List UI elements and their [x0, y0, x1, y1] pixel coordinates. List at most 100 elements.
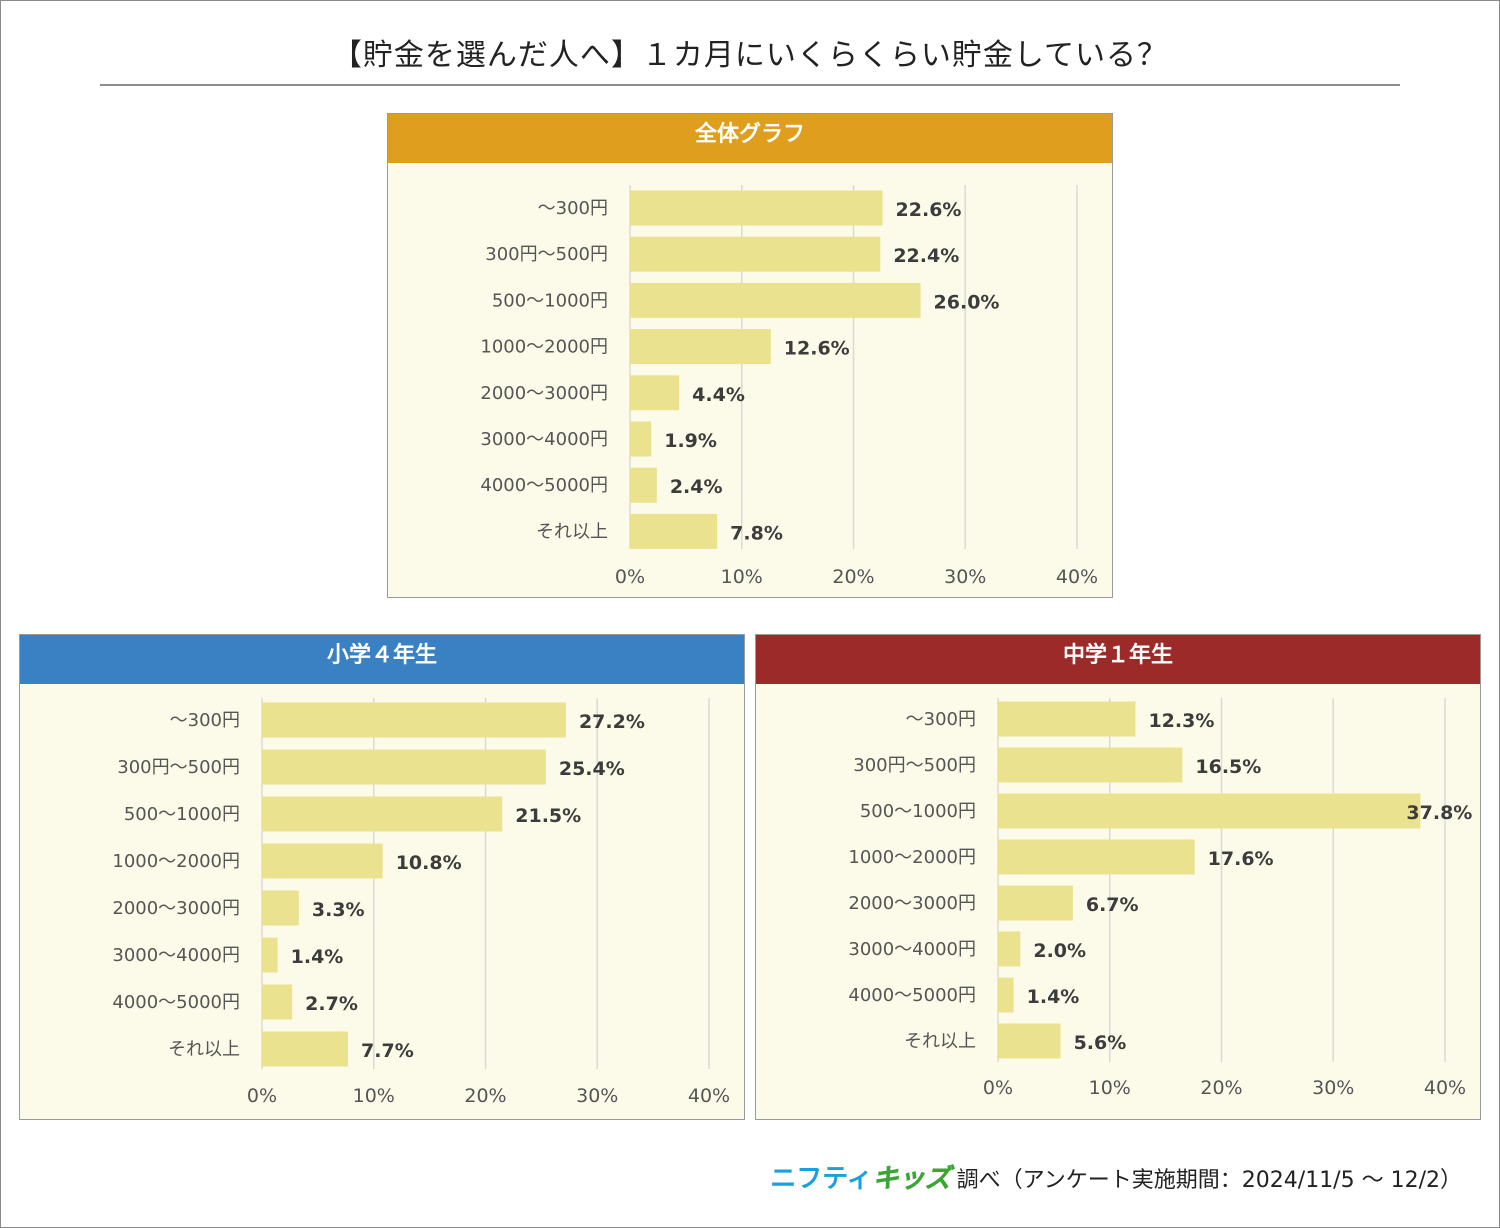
x-tick-label: 40% [1424, 1077, 1466, 1099]
data-label: 21.5% [515, 805, 581, 827]
data-label: 22.4% [893, 245, 959, 267]
chart-panel-grade4: 小学４年生 0% 10% 20% 30% 40% ～300円 27.2% 300円～500円 2… [19, 634, 745, 1120]
title-divider [100, 84, 1400, 86]
category-label: ～300円 [170, 710, 240, 731]
data-label: 12.6% [784, 338, 850, 360]
data-label: 2.4% [670, 476, 723, 498]
x-tick-label: 30% [1312, 1077, 1354, 1099]
panel-header-grade4: 小学４年生 [20, 635, 744, 684]
category-label: 2000～3000円 [848, 893, 976, 914]
data-label: 1.4% [291, 946, 344, 968]
bar [262, 843, 383, 879]
bar [998, 1023, 1061, 1059]
x-tick-label: 20% [464, 1085, 506, 1107]
bar [262, 749, 546, 785]
data-label: 12.3% [1148, 710, 1214, 732]
bar [630, 329, 771, 365]
bar-chart-grade4: 0% 10% 20% 30% 40% ～300円 27.2% 300円～500円 25.4% 50… [112, 698, 730, 1107]
footer-survey-period: 調べ（アンケート実施期間：2024/11/5 ～ 12/2） [956, 1168, 1462, 1193]
category-label: 2000～3000円 [480, 383, 608, 404]
bar [262, 702, 566, 738]
x-tick-label: 0% [247, 1085, 277, 1107]
category-label: それ以上 [536, 521, 608, 542]
bar [998, 885, 1073, 921]
logo-nifty-text: ニフティ [770, 1164, 873, 1194]
data-label: 7.7% [361, 1040, 414, 1062]
data-label: 3.3% [312, 899, 365, 921]
x-tick-label: 30% [576, 1085, 618, 1107]
category-label: 300円～500円 [853, 755, 976, 776]
category-label: 500～1000円 [860, 801, 976, 822]
data-label: 22.6% [896, 199, 962, 221]
category-label: 4000～5000円 [112, 992, 240, 1013]
bar [630, 467, 657, 503]
data-label: 1.4% [1027, 986, 1080, 1008]
bar [630, 513, 718, 549]
x-tick-label: 40% [688, 1085, 730, 1107]
bar [262, 890, 299, 926]
category-label: 4000～5000円 [848, 985, 976, 1006]
page-title: 【貯金を選んだ人へ】１カ月にいくらくらい貯金している？ [331, 38, 1169, 73]
category-label: 3000～4000円 [848, 939, 976, 960]
category-label: 3000～4000円 [112, 945, 240, 966]
data-label: 25.4% [559, 758, 625, 780]
category-label: 1000～2000円 [848, 847, 976, 868]
category-label: 2000～3000円 [112, 898, 240, 919]
category-label: それ以上 [904, 1031, 976, 1052]
category-label: 1000～2000円 [112, 851, 240, 872]
bar [998, 747, 1183, 783]
bar-chart-overall: 0% 10% 20% 30% 40% ～300円 22.6% 300円～500円 22.4% 50… [480, 185, 1098, 588]
data-label: 26.0% [934, 291, 1000, 313]
bar [262, 796, 503, 832]
data-label: 7.8% [730, 522, 783, 544]
bar [998, 793, 1421, 829]
data-label: 5.6% [1074, 1032, 1127, 1054]
category-label: 4000～5000円 [480, 475, 608, 496]
bar [998, 931, 1021, 967]
logo-kids-text: キッズ [872, 1164, 951, 1195]
bar [998, 977, 1014, 1013]
bar [630, 236, 881, 272]
x-tick-label: 20% [1200, 1077, 1242, 1099]
category-label: 1000～2000円 [480, 337, 608, 358]
bar [262, 984, 293, 1020]
category-label: 500～1000円 [492, 290, 608, 311]
bar [630, 375, 680, 411]
data-label: 4.4% [692, 384, 745, 406]
category-label: それ以上 [168, 1039, 240, 1060]
panel-header-overall: 全体グラフ [388, 114, 1112, 163]
category-label: 500～1000円 [124, 804, 240, 825]
bar [630, 190, 883, 226]
bar [262, 937, 278, 973]
bar [998, 701, 1136, 737]
bar [998, 839, 1195, 875]
data-label: 16.5% [1195, 756, 1261, 778]
category-label: ～300円 [538, 198, 608, 219]
bar [262, 1031, 349, 1067]
bar [630, 282, 921, 318]
x-tick-label: 10% [721, 566, 763, 588]
bar-chart-grade7: 0% 10% 20% 30% 40% ～300円 12.3% 300円～500円 16.5% 50… [848, 698, 1472, 1099]
category-label: ～300円 [906, 709, 976, 730]
category-label: 3000～4000円 [480, 429, 608, 450]
data-label: 27.2% [579, 711, 645, 733]
data-label: 6.7% [1086, 894, 1139, 916]
x-tick-label: 10% [353, 1085, 395, 1107]
x-tick-label: 30% [944, 566, 986, 588]
chart-panel-grade7: 中学１年生 0% 10% 20% 30% 40% ～300円 12.3% 300円～500円 1… [755, 634, 1481, 1120]
bar [630, 421, 652, 457]
data-label: 2.0% [1033, 940, 1086, 962]
x-tick-label: 10% [1089, 1077, 1131, 1099]
x-tick-label: 0% [615, 566, 645, 588]
data-label: 10.8% [396, 852, 462, 874]
footer-credit: ニフティキッズ 調べ（アンケート実施期間：2024/11/5 ～ 12/2） [770, 1158, 1462, 1195]
x-tick-label: 20% [832, 566, 874, 588]
x-tick-label: 0% [983, 1077, 1013, 1099]
chart-panel-overall: 全体グラフ 0% 10% 20% 30% 40% ～300円 22.6% 300円～500円 2… [387, 113, 1113, 598]
panel-header-grade7: 中学１年生 [756, 635, 1480, 684]
data-label: 37.8% [1406, 802, 1472, 824]
data-label: 17.6% [1208, 848, 1274, 870]
data-label: 2.7% [305, 993, 358, 1015]
data-label: 1.9% [664, 430, 717, 452]
category-label: 300円～500円 [485, 244, 608, 265]
